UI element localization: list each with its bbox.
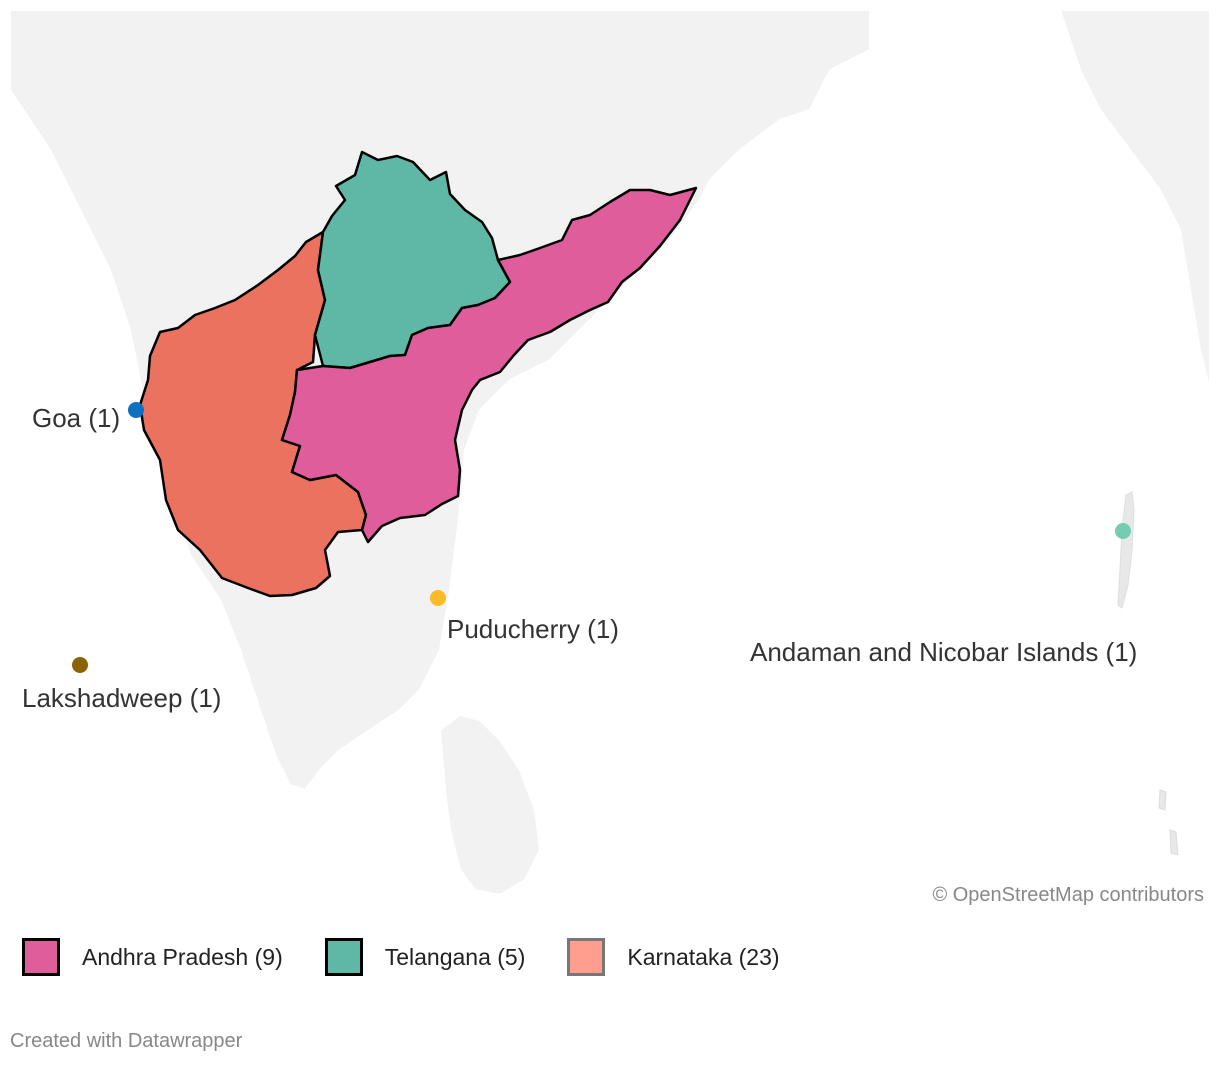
- marker-puducherry[interactable]: [430, 590, 446, 606]
- footer-credit[interactable]: Created with Datawrapper: [10, 1030, 243, 1052]
- legend-label: Karnataka (23): [627, 943, 780, 970]
- land-nicobar-islands: [1158, 789, 1179, 856]
- label-goa: Goa (1): [32, 403, 120, 433]
- region-andhra-pradesh[interactable]: [280, 186, 698, 544]
- legend-item-telangana[interactable]: Telangana (5): [324, 938, 526, 976]
- land-andaman-islands: [1117, 491, 1135, 609]
- legend-item-karnataka[interactable]: Karnataka (23): [567, 938, 780, 976]
- marker-andaman-nicobar[interactable]: [1115, 523, 1131, 539]
- legend-label: Telangana (5): [384, 943, 526, 970]
- map[interactable]: Goa (1) Lakshadweep (1) Puducherry (1) A…: [10, 10, 1210, 910]
- legend-label: Andhra Pradesh (9): [82, 943, 283, 970]
- map-attribution[interactable]: © OpenStreetMap contributors: [932, 884, 1204, 906]
- legend: Andhra Pradesh (9) Telangana (5) Karnata…: [22, 938, 822, 976]
- land-east: [1058, 10, 1210, 391]
- marker-lakshadweep[interactable]: [72, 657, 88, 673]
- label-lakshadweep: Lakshadweep (1): [22, 683, 221, 713]
- legend-swatch: [22, 938, 60, 976]
- legend-swatch: [567, 938, 606, 976]
- label-puducherry: Puducherry (1): [447, 614, 619, 644]
- legend-item-andhra-pradesh[interactable]: Andhra Pradesh (9): [22, 938, 283, 976]
- label-andaman-nicobar: Andaman and Nicobar Islands (1): [750, 637, 1137, 667]
- land-sri-lanka: [438, 713, 542, 897]
- marker-goa[interactable]: [128, 402, 144, 418]
- legend-swatch: [324, 938, 363, 976]
